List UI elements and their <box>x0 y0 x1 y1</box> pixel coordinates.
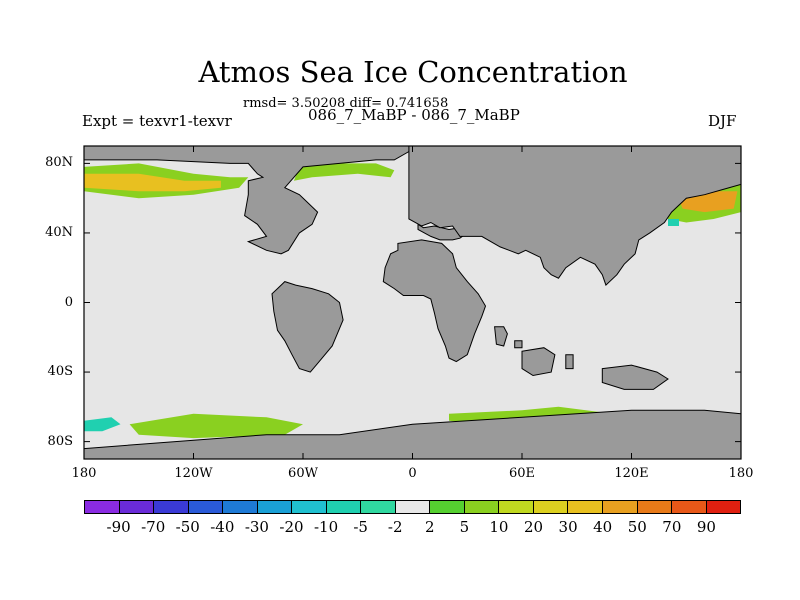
colorbar-label-1: -70 <box>141 518 166 536</box>
colorbar-label-13: 30 <box>558 518 578 536</box>
anomaly-region-8 <box>84 417 121 432</box>
stats-line: rmsd= 3.50208 diff= 0.741658 <box>243 96 449 111</box>
lon-label-0: 180 <box>71 466 97 481</box>
lat-label-4: 80S <box>47 433 73 449</box>
colorbar-box-16 <box>637 501 673 513</box>
colorbar-box-15 <box>602 501 638 513</box>
colorbar-box-6 <box>292 501 327 513</box>
colorbar-box-18 <box>706 501 741 513</box>
colorbar-box-13 <box>533 501 569 513</box>
colorbar-box-12 <box>499 501 534 513</box>
colorbar-box-17 <box>672 501 707 513</box>
colorbar <box>84 500 741 514</box>
lat-label-3: 40S <box>47 364 73 380</box>
colorbar-box-3 <box>188 501 224 513</box>
lat-label-0: 80N <box>45 155 73 171</box>
colorbar-label-12: 20 <box>523 518 544 536</box>
colorbar-label-16: 70 <box>662 518 682 536</box>
colorbar-label-4: -30 <box>244 518 269 536</box>
anomaly-region-1 <box>84 173 221 192</box>
land-mass-7 <box>521 347 556 377</box>
colorbar-label-9: 2 <box>425 518 435 536</box>
axis-ticks <box>83 146 742 459</box>
land-mass-4 <box>408 146 741 286</box>
land-mass-8 <box>565 354 574 370</box>
colorbar-label-17: 90 <box>696 518 716 536</box>
colorbar-box-14 <box>568 501 603 513</box>
colorbar-label-2: -50 <box>175 518 200 536</box>
land-mass-10 <box>84 409 741 459</box>
anomaly-region-7 <box>668 219 679 226</box>
colorbar-label-5: -20 <box>279 518 304 536</box>
periods-label: 086_7_MaBP - 086_7_MaBP <box>308 106 520 124</box>
land-mass-6 <box>514 340 523 349</box>
lon-label-5: 120E <box>614 466 649 481</box>
colorbar-label-6: -10 <box>313 518 339 536</box>
lon-label-3: 0 <box>408 466 417 481</box>
season-label: DJF <box>708 112 737 130</box>
lat-label-1: 40N <box>45 224 73 240</box>
land-mass-1 <box>271 281 344 373</box>
colorbar-box-2 <box>154 501 189 513</box>
land-mass-5 <box>494 326 508 347</box>
lon-label-6: 180 <box>728 466 754 481</box>
colorbar-box-8 <box>361 501 396 513</box>
colorbar-box-0 <box>85 501 120 513</box>
colorbar-box-4 <box>223 501 258 513</box>
anomaly-region-9 <box>129 413 303 439</box>
anomaly-region-2 <box>293 163 395 181</box>
lon-label-4: 60E <box>508 466 536 481</box>
lat-label-2: 0 <box>64 294 73 310</box>
colorbar-box-5 <box>257 501 293 513</box>
colorbar-label-10: 5 <box>459 518 470 536</box>
lon-label-2: 60W <box>288 466 318 481</box>
colorbar-label-15: 50 <box>627 518 647 536</box>
land-mass-9 <box>601 364 669 390</box>
colorbar-label-14: 40 <box>593 518 613 536</box>
colorbar-box-9 <box>395 501 431 513</box>
colorbar-box-10 <box>430 501 465 513</box>
colorbar-box-1 <box>119 501 155 513</box>
map-title: Atmos Sea Ice Concentration <box>198 55 628 89</box>
colorbar-box-11 <box>464 501 500 513</box>
land-layer <box>84 146 741 459</box>
colorbar-label-0: -90 <box>106 518 131 536</box>
colorbar-label-11: 10 <box>489 518 509 536</box>
experiment-label: Expt = texvr1-texvr <box>82 112 232 130</box>
land-mass-2 <box>382 239 487 363</box>
colorbar-label-8: -2 <box>387 518 403 536</box>
colorbar-label-7: -5 <box>353 518 368 536</box>
land-mass-0 <box>84 146 413 255</box>
lon-label-1: 120W <box>174 466 213 481</box>
colorbar-box-7 <box>326 501 362 513</box>
colorbar-label-3: -40 <box>210 518 235 536</box>
